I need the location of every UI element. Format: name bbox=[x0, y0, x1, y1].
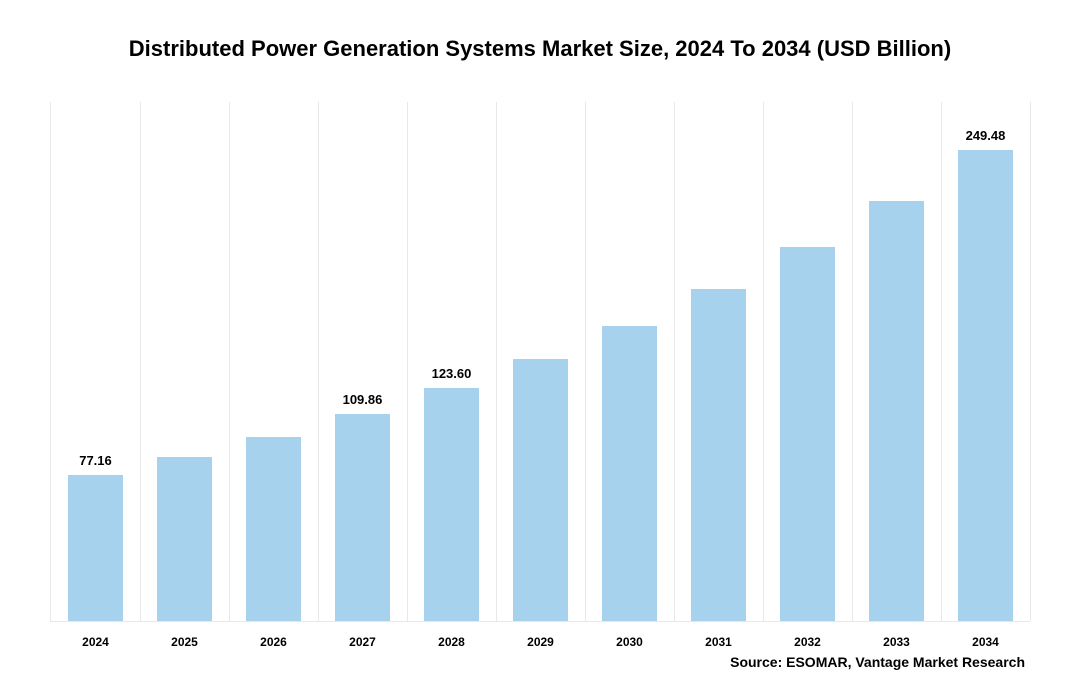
gridline bbox=[318, 102, 319, 621]
gridline bbox=[852, 102, 853, 621]
bar bbox=[246, 437, 301, 621]
chart-title: Distributed Power Generation Systems Mar… bbox=[0, 0, 1080, 82]
x-axis-tick: 2026 bbox=[229, 635, 318, 649]
chart-plot-area: 77.16109.86123.60249.48 2024202520262027… bbox=[50, 102, 1030, 622]
bar-value-label: 123.60 bbox=[432, 366, 472, 381]
x-axis-tick: 2030 bbox=[585, 635, 674, 649]
bar bbox=[513, 359, 568, 621]
bar-value-label: 77.16 bbox=[79, 453, 112, 468]
bar bbox=[602, 326, 657, 621]
bar: 123.60 bbox=[424, 388, 479, 621]
source-attribution: Source: ESOMAR, Vantage Market Research bbox=[730, 654, 1025, 670]
bar: 109.86 bbox=[335, 414, 390, 621]
bar bbox=[869, 201, 924, 621]
bar: 249.48 bbox=[958, 150, 1013, 621]
bar-slot bbox=[229, 102, 318, 621]
x-axis-tick: 2029 bbox=[496, 635, 585, 649]
bar-slot: 249.48 bbox=[941, 102, 1030, 621]
x-axis-tick: 2027 bbox=[318, 635, 407, 649]
bar-slot: 123.60 bbox=[407, 102, 496, 621]
gridline bbox=[407, 102, 408, 621]
bar-value-label: 109.86 bbox=[343, 392, 383, 407]
bar-slot: 109.86 bbox=[318, 102, 407, 621]
x-axis-tick: 2024 bbox=[51, 635, 140, 649]
bar-slot bbox=[585, 102, 674, 621]
bar-value-label: 249.48 bbox=[966, 128, 1006, 143]
bar-slot bbox=[852, 102, 941, 621]
bar bbox=[691, 289, 746, 621]
gridline bbox=[1030, 102, 1031, 621]
gridline bbox=[674, 102, 675, 621]
bar-slot: 77.16 bbox=[51, 102, 140, 621]
x-axis-tick: 2033 bbox=[852, 635, 941, 649]
gridline bbox=[763, 102, 764, 621]
gridline bbox=[585, 102, 586, 621]
bar-slot bbox=[140, 102, 229, 621]
bar bbox=[780, 247, 835, 621]
gridline bbox=[140, 102, 141, 621]
bar-slot bbox=[496, 102, 585, 621]
gridline bbox=[941, 102, 942, 621]
x-axis-tick: 2032 bbox=[763, 635, 852, 649]
bar-slot bbox=[763, 102, 852, 621]
gridline bbox=[229, 102, 230, 621]
x-axis-tick: 2034 bbox=[941, 635, 1030, 649]
x-axis-tick: 2028 bbox=[407, 635, 496, 649]
x-axis: 2024202520262027202820292030203120322033… bbox=[51, 635, 1030, 649]
gridline bbox=[496, 102, 497, 621]
bars-container: 77.16 109.86 123.60 249.48 bbox=[51, 102, 1030, 621]
bar-slot bbox=[674, 102, 763, 621]
x-axis-tick: 2025 bbox=[140, 635, 229, 649]
bar: 77.16 bbox=[68, 475, 123, 621]
bar bbox=[157, 457, 212, 621]
x-axis-tick: 2031 bbox=[674, 635, 763, 649]
